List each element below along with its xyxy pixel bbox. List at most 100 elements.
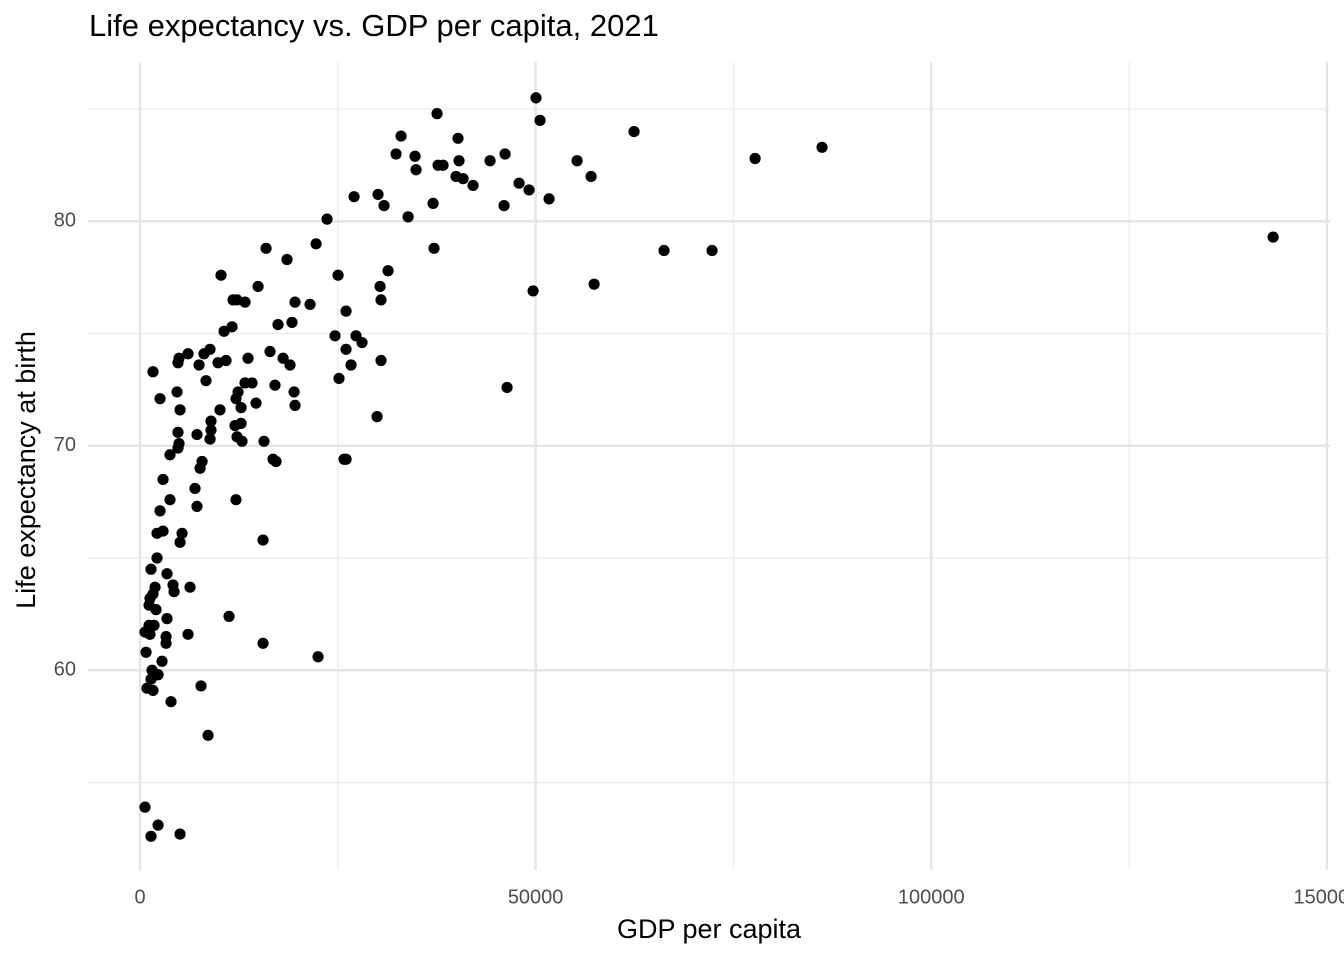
point — [269, 379, 281, 391]
point — [242, 352, 254, 364]
point — [409, 150, 421, 162]
point — [250, 397, 262, 409]
point — [340, 343, 352, 355]
point — [139, 801, 151, 813]
y-tick-label: 60 — [54, 659, 76, 681]
point — [1267, 231, 1279, 243]
point — [164, 449, 176, 461]
point — [220, 354, 232, 367]
point — [205, 424, 217, 436]
point — [427, 197, 439, 209]
point — [152, 819, 164, 831]
point — [281, 253, 293, 266]
point — [235, 402, 247, 414]
point — [161, 568, 173, 580]
point — [312, 651, 324, 663]
y-tick-label: 80 — [54, 210, 76, 232]
point — [154, 505, 166, 517]
point — [289, 296, 301, 308]
chart-title: Life expectancy vs. GDP per capita, 2021 — [89, 8, 659, 43]
point — [378, 200, 390, 212]
point — [356, 336, 368, 349]
point — [184, 581, 196, 593]
point — [286, 316, 298, 328]
point — [457, 173, 469, 185]
point — [272, 319, 284, 331]
point — [410, 164, 422, 176]
point — [205, 415, 217, 427]
point — [402, 211, 414, 223]
point — [530, 92, 542, 104]
point — [198, 348, 210, 360]
point — [140, 646, 152, 658]
point — [332, 269, 344, 281]
point — [157, 473, 169, 486]
point — [289, 399, 301, 411]
point — [284, 359, 296, 371]
point — [588, 278, 600, 290]
point — [585, 170, 597, 183]
point — [164, 494, 176, 506]
point — [145, 563, 157, 575]
point — [348, 191, 360, 203]
point — [144, 628, 156, 640]
point — [252, 280, 264, 293]
point — [658, 244, 670, 257]
point — [484, 155, 496, 167]
point — [270, 455, 282, 468]
point — [150, 604, 162, 616]
point — [260, 242, 272, 254]
point — [749, 152, 761, 165]
point — [816, 141, 828, 153]
x-tick-label: 50000 — [508, 886, 564, 908]
point — [304, 298, 316, 310]
y-tick-label: 70 — [54, 434, 76, 456]
point — [523, 184, 535, 196]
point — [288, 386, 300, 398]
point — [174, 536, 186, 548]
point — [154, 393, 166, 405]
point — [513, 177, 525, 189]
point — [195, 680, 207, 692]
point — [172, 357, 184, 369]
point — [264, 345, 276, 358]
point — [230, 393, 242, 405]
point — [165, 696, 177, 708]
point — [527, 285, 539, 297]
point — [182, 348, 194, 360]
point — [182, 628, 194, 640]
point — [374, 280, 386, 293]
point — [257, 534, 269, 546]
point — [204, 433, 216, 445]
point — [431, 108, 443, 120]
point — [239, 296, 251, 308]
x-tick-label: 100000 — [898, 886, 965, 908]
y-axis-label: Life expectancy at birth — [11, 331, 41, 609]
point — [498, 200, 510, 212]
point — [172, 426, 184, 438]
point — [218, 325, 230, 337]
point — [333, 372, 345, 385]
point — [382, 265, 394, 277]
point — [706, 244, 718, 257]
point — [145, 830, 157, 842]
point — [160, 637, 172, 649]
point — [258, 435, 270, 447]
point — [191, 500, 203, 512]
point — [215, 269, 227, 281]
point — [156, 655, 168, 667]
point — [147, 366, 159, 378]
point — [223, 610, 235, 622]
point — [467, 179, 479, 192]
point — [229, 420, 241, 432]
point — [310, 238, 322, 250]
point — [171, 386, 183, 398]
x-tick-label: 150000 — [1293, 886, 1344, 908]
point — [176, 527, 188, 539]
point — [375, 294, 387, 306]
point — [230, 494, 242, 506]
point — [174, 828, 186, 840]
point — [257, 637, 269, 649]
point — [395, 130, 407, 142]
